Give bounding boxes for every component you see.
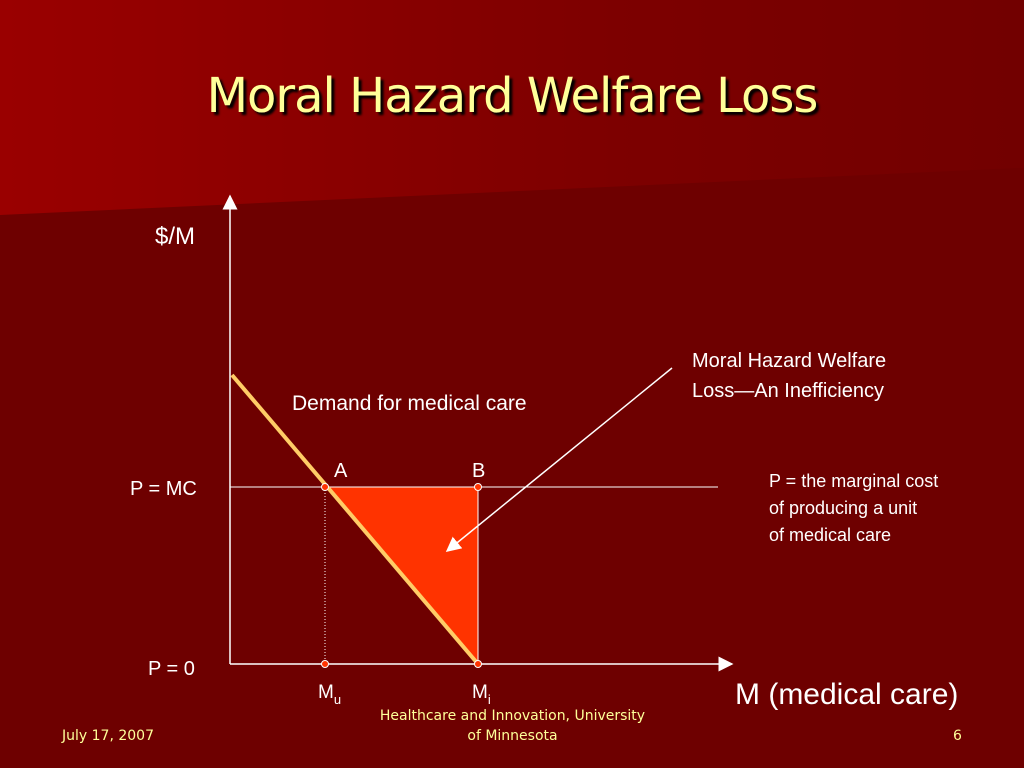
- mi-letter: M: [472, 682, 488, 703]
- point-b-label: B: [472, 460, 486, 482]
- mu-label: Mu: [318, 682, 342, 707]
- point-a-label: A: [334, 460, 348, 482]
- point-mu-marker: [321, 660, 329, 668]
- demand-label: Demand for medical care: [292, 392, 527, 415]
- footer-org-line1: Healthcare and Innovation, University: [379, 708, 646, 724]
- mi-label: Mi: [472, 682, 491, 707]
- mc-note-line1: P = the marginal cost: [769, 471, 939, 491]
- mu-subscript: u: [333, 692, 342, 707]
- demand-curve: [230, 373, 480, 666]
- slide-title: Moral Hazard Welfare Loss: [206, 68, 819, 124]
- mc-note: P = the marginal cost of producing a uni…: [769, 468, 938, 549]
- loss-annotation: Moral Hazard Welfare Loss—An Inefficienc…: [692, 346, 886, 406]
- price-mc-label: P = MC: [130, 478, 197, 500]
- point-b-marker: [474, 483, 482, 491]
- point-mi-marker: [474, 660, 482, 668]
- welfare-loss-pointer-arrow: [445, 367, 673, 552]
- point-a-marker: [321, 483, 329, 491]
- mu-letter: M: [318, 682, 334, 703]
- footer-org: Healthcare and Innovation, University of…: [360, 706, 665, 746]
- price-zero-label: P = 0: [148, 658, 195, 680]
- mc-note-line3: of medical care: [769, 525, 892, 545]
- footer-org-line2: of Minnesota: [467, 728, 558, 744]
- mi-subscript: i: [487, 692, 491, 707]
- loss-annotation-line1: Moral Hazard Welfare: [692, 350, 887, 372]
- y-axis-label: $/M: [155, 223, 196, 250]
- loss-annotation-line2: Loss—An Inefficiency: [692, 380, 884, 402]
- mc-note-line2: of producing a unit: [769, 498, 918, 518]
- footer-date: July 17, 2007: [62, 728, 154, 744]
- x-axis-label: M (medical care): [735, 678, 959, 711]
- footer-page-number: 6: [953, 728, 962, 744]
